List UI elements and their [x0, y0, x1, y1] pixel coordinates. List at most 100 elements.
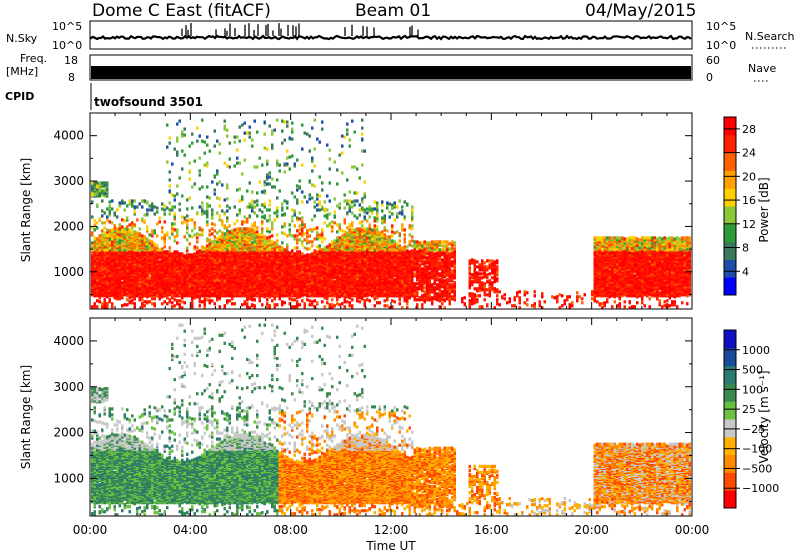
data-cell — [284, 301, 287, 304]
data-cell — [149, 300, 152, 303]
data-cell — [261, 164, 264, 167]
data-cell — [281, 142, 284, 145]
data-cell — [284, 199, 287, 202]
data-cell — [101, 302, 104, 305]
data-cell — [206, 162, 209, 165]
data-cell — [154, 212, 157, 215]
data-cell — [189, 242, 192, 245]
data-cell — [176, 253, 179, 256]
data-cell — [204, 164, 207, 167]
data-cell — [181, 131, 184, 134]
data-cell — [244, 159, 247, 162]
data-cell — [144, 219, 147, 222]
data-cell — [259, 297, 262, 300]
data-cell — [199, 205, 202, 208]
data-cell — [129, 228, 132, 231]
data-cell — [266, 182, 269, 185]
data-cell — [174, 288, 177, 291]
data-cell — [99, 234, 102, 237]
nave-label: Nave — [748, 62, 776, 75]
data-cell — [106, 302, 109, 305]
data-cell — [141, 298, 144, 301]
data-cell — [96, 305, 99, 308]
data-cell — [164, 208, 167, 211]
cpid-label: CPID — [5, 90, 34, 103]
data-cell — [259, 292, 262, 295]
data-cell — [91, 200, 94, 203]
data-cell — [254, 205, 257, 208]
data-cell — [256, 230, 259, 233]
data-cell — [124, 303, 127, 306]
data-cell — [171, 301, 174, 304]
data-cell — [171, 305, 174, 308]
data-cell — [266, 163, 269, 166]
data-cell — [256, 214, 259, 217]
data-cell — [171, 193, 174, 196]
data-cell — [104, 298, 107, 301]
data-cell — [174, 215, 177, 218]
data-cell — [244, 122, 247, 125]
data-cell — [151, 229, 154, 232]
data-cell — [259, 157, 262, 160]
data-cell — [224, 120, 227, 123]
data-cell — [216, 169, 219, 172]
data-cell — [224, 275, 227, 278]
data-cell — [199, 135, 202, 138]
data-cell — [204, 152, 207, 155]
data-cell — [174, 205, 177, 208]
data-cell — [151, 205, 154, 208]
data-cell — [241, 227, 244, 230]
data-cell — [214, 130, 217, 133]
data-cell — [91, 215, 94, 218]
data-cell — [259, 208, 262, 211]
data-cell — [261, 215, 264, 218]
data-cell — [174, 298, 177, 301]
data-cell — [259, 277, 262, 280]
data-cell — [181, 221, 184, 224]
data-cell — [276, 119, 279, 122]
data-cell — [109, 200, 112, 203]
data-cell — [169, 201, 172, 204]
data-cell — [219, 305, 222, 308]
data-cell — [119, 204, 122, 207]
data-cell — [289, 223, 292, 226]
data-cell — [209, 150, 212, 153]
data-cell — [281, 206, 284, 209]
data-cell — [154, 229, 157, 232]
data-cell — [91, 241, 94, 244]
data-cell — [274, 218, 277, 221]
data-cell — [194, 224, 197, 227]
data-cell — [144, 199, 147, 202]
data-cell — [94, 193, 97, 196]
data-cell — [274, 303, 277, 306]
data-cell — [106, 234, 109, 237]
data-cell — [254, 221, 257, 224]
data-cell — [101, 209, 104, 212]
data-cell — [166, 146, 169, 149]
data-cell — [281, 202, 284, 205]
data-cell — [256, 131, 259, 134]
data-cell — [209, 277, 212, 280]
data-cell — [236, 213, 239, 216]
data-cell — [146, 212, 149, 215]
data-cell — [184, 128, 187, 131]
data-cell — [126, 298, 129, 301]
data-cell — [254, 120, 257, 123]
data-cell — [226, 164, 229, 167]
data-cell — [99, 300, 102, 303]
data-cell — [161, 207, 164, 210]
nsearch-label: N.Search — [745, 30, 795, 43]
data-cell — [159, 248, 162, 251]
data-cell — [121, 252, 124, 255]
data-cell — [221, 223, 224, 226]
data-cell — [146, 225, 149, 228]
data-cell — [206, 209, 209, 212]
data-cell — [244, 139, 247, 142]
data-cell — [169, 137, 172, 140]
data-cell — [246, 217, 249, 220]
data-cell — [199, 157, 202, 160]
data-cell — [249, 181, 252, 184]
data-cell — [126, 303, 129, 306]
data-cell — [109, 298, 112, 301]
data-cell — [266, 236, 269, 239]
